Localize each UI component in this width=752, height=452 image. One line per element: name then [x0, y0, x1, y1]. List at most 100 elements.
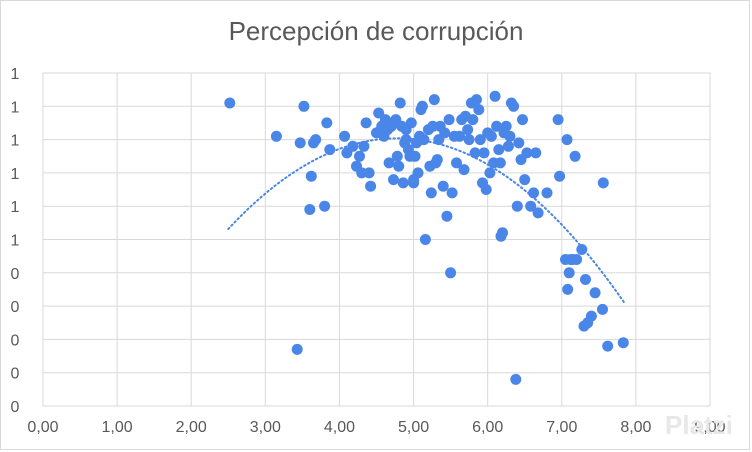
data-point	[530, 147, 542, 159]
y-tick-label: 0	[11, 299, 20, 316]
data-point	[431, 154, 443, 166]
data-point	[412, 167, 424, 179]
data-point	[494, 157, 506, 169]
x-tick-label: 7,00	[546, 419, 577, 436]
y-tick-label: 1	[11, 133, 20, 150]
data-point	[416, 100, 428, 112]
data-point	[360, 117, 372, 129]
data-point	[458, 164, 470, 176]
y-tick-label: 0	[11, 332, 20, 349]
data-point	[513, 137, 525, 149]
data-point	[408, 177, 420, 189]
data-point	[394, 97, 406, 109]
data-point	[454, 130, 465, 142]
data-point	[602, 340, 614, 352]
data-point	[419, 234, 431, 245]
x-tick-labels: 0,00 1,00 2,00 3,00 4,00 5,00 6,00 7,00 8,00 9,00	[27, 419, 725, 436]
data-point	[589, 287, 601, 299]
data-point	[305, 170, 317, 182]
data-point	[467, 114, 479, 126]
data-point	[554, 170, 566, 182]
x-tick-label: 1,00	[102, 419, 133, 436]
data-point	[562, 283, 574, 295]
data-point	[373, 107, 385, 119]
data-point	[439, 127, 451, 139]
data-point	[561, 134, 573, 146]
data-point	[294, 137, 306, 149]
data-point	[441, 210, 453, 222]
x-tick-label: 6,00	[472, 419, 503, 436]
y-tick-label: 1	[11, 199, 20, 216]
data-point	[339, 130, 351, 142]
data-point	[446, 187, 458, 199]
data-point	[480, 184, 492, 195]
y-tick-labels: 0 0 0 0 0 1 1 1 1 1 1	[11, 66, 20, 416]
data-point	[500, 120, 512, 132]
data-point	[224, 97, 236, 109]
chart-title: Percepción de corrupción	[228, 16, 524, 46]
data-point	[428, 94, 440, 106]
data-point	[617, 337, 629, 349]
data-point	[569, 150, 581, 162]
data-point	[484, 167, 496, 179]
data-point	[471, 94, 482, 106]
data-point	[409, 150, 421, 162]
x-tick-label: 4,00	[324, 419, 355, 436]
data-point	[504, 130, 516, 142]
data-point	[491, 120, 503, 132]
data-point	[510, 373, 522, 385]
data-point	[508, 100, 520, 112]
data-point	[474, 134, 486, 146]
data-point	[321, 117, 333, 129]
data-point	[541, 187, 553, 199]
data-point	[597, 177, 609, 189]
y-tick-label: 1	[11, 166, 20, 183]
data-point	[519, 174, 531, 186]
data-point	[363, 167, 375, 179]
data-point	[400, 134, 412, 146]
data-point	[397, 177, 409, 189]
data-point	[291, 343, 303, 355]
data-point	[462, 124, 474, 136]
data-point	[497, 227, 508, 239]
data-point	[354, 150, 365, 162]
data-point	[463, 134, 475, 146]
data-point	[525, 200, 537, 212]
x-tick-label: 9,00	[694, 419, 725, 436]
data-point	[469, 147, 481, 159]
x-tick-label: 8,00	[620, 419, 651, 436]
data-point	[485, 130, 497, 142]
data-point	[528, 187, 540, 199]
data-point	[391, 150, 403, 162]
x-tick-label: 2,00	[176, 419, 207, 436]
x-tick-label: 0,00	[27, 419, 58, 436]
data-point	[521, 147, 533, 159]
data-point	[580, 274, 591, 285]
data-point	[388, 174, 399, 186]
y-tick-label: 1	[11, 233, 20, 250]
y-tick-label: 0	[11, 266, 20, 283]
data-point	[270, 130, 282, 142]
x-tick-label: 5,00	[398, 419, 429, 436]
y-tick-label: 0	[11, 366, 20, 383]
data-point	[489, 90, 501, 102]
data-point	[405, 117, 417, 129]
data-point	[425, 187, 437, 199]
data-point	[451, 157, 462, 169]
data-point	[365, 180, 377, 192]
data-point	[511, 200, 523, 212]
data-point	[298, 100, 310, 112]
data-point	[576, 244, 588, 255]
data-point	[597, 303, 608, 315]
data-point	[310, 134, 322, 146]
data-point	[493, 144, 505, 156]
data-point	[437, 180, 449, 192]
data-point	[324, 144, 336, 156]
watermark-logo: Platzi	[665, 410, 733, 440]
gridlines	[42, 72, 711, 407]
y-tick-label: 0	[11, 399, 20, 416]
data-point	[347, 140, 359, 152]
y-tick-label: 1	[11, 99, 20, 116]
